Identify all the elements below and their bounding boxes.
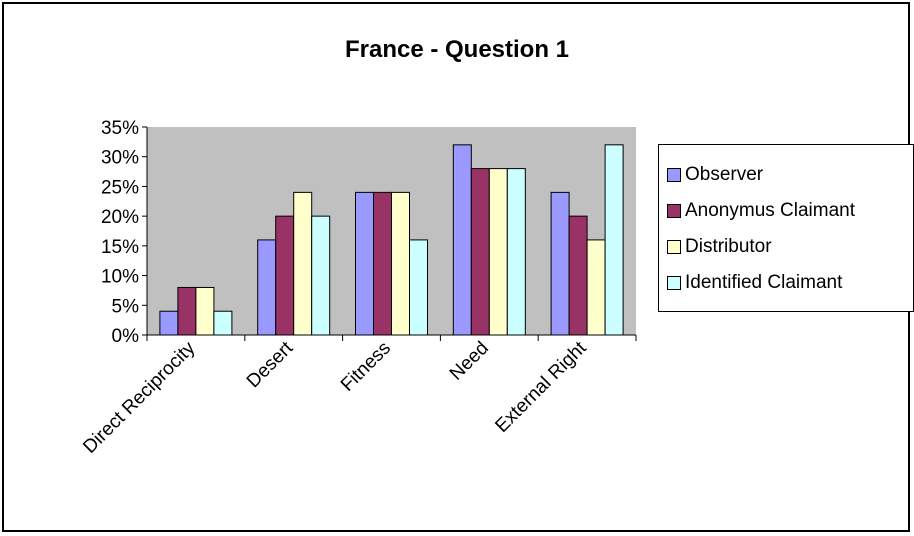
legend-item: Observer — [659, 157, 913, 193]
x-tick-label: Desert — [243, 337, 298, 392]
y-tick-label: 0% — [112, 326, 140, 347]
bar-anonymus-claimant-desert — [275, 215, 295, 336]
bar-distributor-need — [488, 168, 508, 336]
legend-item: Distributor — [659, 229, 913, 265]
legend-swatch — [667, 168, 681, 182]
bar-identified-claimant-need — [506, 168, 526, 336]
legend-swatch — [667, 276, 681, 290]
bar-anonymus-claimant-fitness — [373, 191, 392, 336]
legend-label: Observer — [685, 164, 764, 185]
x-tick-label: Fitness — [337, 338, 395, 396]
x-tick-label: Need — [446, 338, 493, 385]
y-tick-label: 5% — [112, 296, 140, 317]
legend-label: Anonymus Claimant — [685, 200, 856, 221]
bar-anonymus-claimant-external-right — [568, 215, 588, 336]
legend-label: Identified Claimant — [685, 272, 843, 293]
chart-title: France - Question 1 — [344, 36, 570, 63]
bar-distributor-fitness — [391, 191, 410, 336]
bar-identified-claimant-desert — [311, 215, 331, 336]
bar-anonymus-claimant-direct-reciprocity — [177, 286, 197, 336]
bar-distributor-direct-reciprocity — [195, 286, 215, 336]
bar-observer-direct-reciprocity — [159, 310, 179, 336]
bar-distributor-desert — [293, 191, 313, 336]
y-tick-label: 25% — [101, 177, 139, 198]
legend-item: Anonymus Claimant — [659, 193, 913, 229]
legend-swatch — [667, 240, 681, 254]
x-tick-label: External Right — [491, 337, 591, 437]
bars-layer — [159, 144, 624, 336]
bar-observer-need — [452, 144, 472, 336]
bar-identified-claimant-direct-reciprocity — [213, 310, 233, 336]
y-tick-label: 35% — [101, 118, 139, 139]
y-tick-label: 20% — [101, 207, 139, 228]
bar-observer-fitness — [355, 191, 374, 336]
bar-observer-desert — [257, 239, 277, 336]
bar-anonymus-claimant-need — [470, 168, 490, 336]
bar-observer-external-right — [550, 191, 570, 336]
legend-swatch — [667, 204, 681, 218]
legend-label: Distributor — [685, 236, 772, 257]
legend-item: Identified Claimant — [659, 265, 913, 301]
bar-identified-claimant-fitness — [409, 239, 428, 336]
y-tick-label: 30% — [101, 148, 139, 169]
y-tick-label: 10% — [101, 267, 139, 288]
x-tick-label: Direct Reciprocity — [79, 337, 199, 457]
legend: Observer Anonymus Claimant Distributor Iden… — [658, 144, 914, 312]
y-tick-label: 15% — [101, 237, 139, 258]
bar-identified-claimant-external-right — [604, 144, 624, 336]
bar-distributor-external-right — [586, 239, 606, 336]
